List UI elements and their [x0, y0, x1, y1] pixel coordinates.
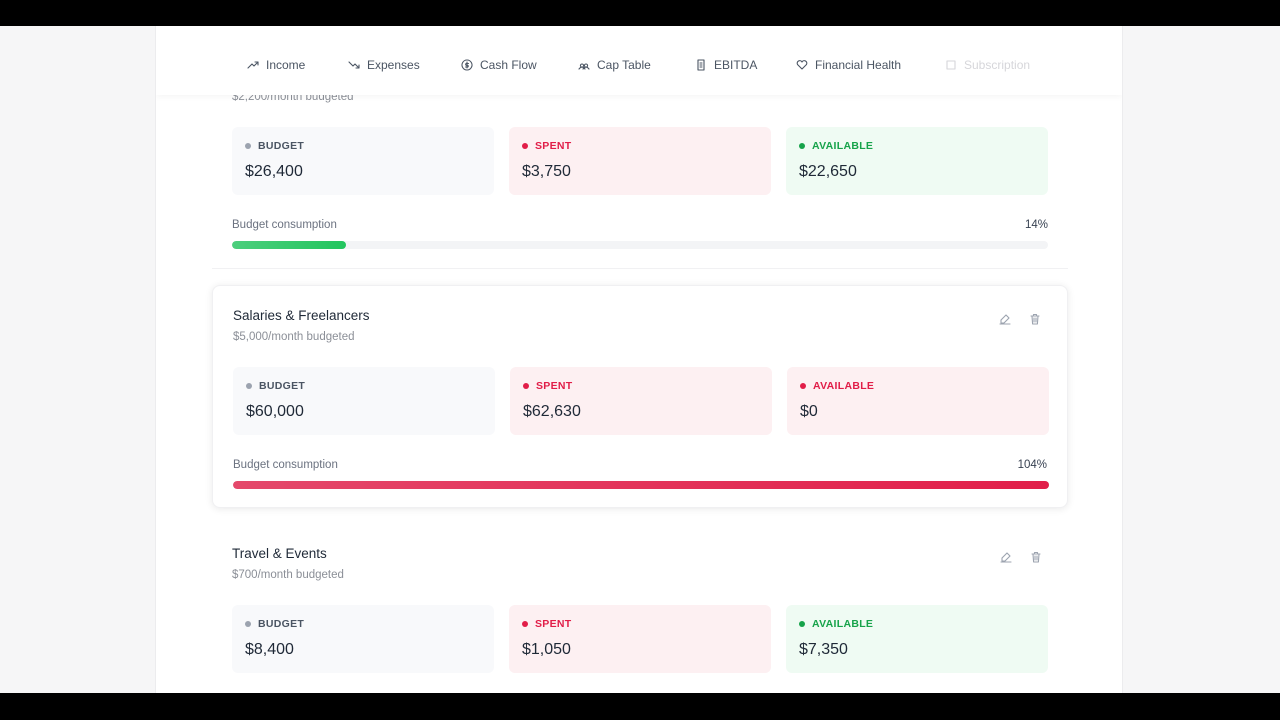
stat-box: BUDGET $26,400 — [232, 127, 494, 195]
consumption-label: Budget consumption — [233, 459, 338, 471]
stat-box: AVAILABLE $7,350 — [786, 605, 1048, 673]
stat-label: AVAILABLE — [800, 380, 874, 392]
tab-icon — [247, 61, 259, 69]
stat-label: SPENT — [522, 140, 572, 152]
stat-value: $22,650 — [799, 163, 857, 180]
status-dot — [246, 383, 252, 389]
stat-box: SPENT $1,050 — [509, 605, 771, 673]
nav-tab[interactable]: EBITDA — [695, 58, 757, 72]
stat-label: SPENT — [522, 618, 572, 630]
stat-label: BUDGET — [245, 618, 304, 630]
stat-label-text: SPENT — [535, 140, 572, 152]
nav-tab[interactable]: Expenses — [348, 58, 420, 72]
edit-button[interactable] — [999, 312, 1011, 330]
status-dot — [522, 143, 528, 149]
tab-icon — [348, 61, 360, 69]
delete-button[interactable] — [1030, 550, 1042, 568]
tab-icon — [578, 63, 590, 70]
stat-label: SPENT — [523, 380, 573, 392]
nav-tab[interactable]: Financial Health — [796, 58, 901, 72]
stat-label: AVAILABLE — [799, 140, 873, 152]
delete-icon — [1031, 551, 1041, 563]
edit-icon — [1000, 552, 1012, 563]
stat-label-text: BUDGET — [259, 380, 306, 392]
progress-fill — [232, 241, 347, 249]
stat-label-text: AVAILABLE — [812, 618, 874, 630]
tab-icon — [796, 60, 808, 70]
stat-label-text: SPENT — [536, 380, 573, 392]
viewport: Income Expenses Cash Flow Cap Table EBITDA Fi… — [0, 26, 1280, 693]
tab-label: Subscription — [964, 58, 1031, 72]
stat-label-text: AVAILABLE — [812, 140, 874, 152]
stat-label-text: SPENT — [535, 618, 572, 630]
stat-label: BUDGET — [246, 380, 305, 392]
card-actions — [1000, 550, 1042, 568]
card-subtitle: $5,000/month budgeted — [233, 331, 355, 343]
progress-track — [233, 481, 1049, 489]
delete-button[interactable] — [1029, 312, 1041, 330]
stat-label-text: AVAILABLE — [813, 380, 875, 392]
tab-label: Cap Table — [597, 58, 651, 72]
stat-value: $3,750 — [522, 163, 571, 180]
progress-track — [232, 241, 1048, 249]
stat-value: $1,050 — [522, 641, 571, 658]
card-title: Travel & Events — [232, 546, 327, 561]
tab-label: Income — [266, 58, 306, 72]
status-dot — [245, 143, 251, 149]
budget-card: Salaries & Freelancers $5,000/month budge… — [212, 285, 1068, 508]
stat-label: BUDGET — [245, 140, 304, 152]
status-dot — [799, 143, 805, 149]
stat-box: SPENT $3,750 — [509, 127, 771, 195]
stat-label-text: BUDGET — [258, 618, 305, 630]
stat-value: $0 — [800, 403, 818, 420]
nav-tab[interactable]: Cap Table — [578, 58, 651, 72]
tab-icon — [697, 59, 705, 71]
card-actions — [999, 312, 1041, 330]
stat-box: AVAILABLE $22,650 — [786, 127, 1048, 195]
tab-label: Cash Flow — [480, 58, 537, 72]
stat-label-text: BUDGET — [258, 140, 305, 152]
card-subtitle: $700/month budgeted — [232, 569, 344, 581]
stat-box: BUDGET $8,400 — [232, 605, 494, 673]
consumption-percent: 14% — [1024, 219, 1048, 231]
tab-icon — [461, 59, 473, 71]
stat-value: $7,350 — [799, 641, 848, 658]
stat-value: $62,630 — [523, 403, 581, 420]
stat-value: $60,000 — [246, 403, 304, 420]
status-dot — [522, 621, 528, 627]
nav-tab[interactable]: Income — [247, 58, 305, 72]
panel: Income Expenses Cash Flow Cap Table EBITDA Fi… — [155, 26, 1123, 693]
stat-value: $8,400 — [245, 641, 294, 658]
status-dot — [799, 621, 805, 627]
tab-label: Financial Health — [815, 58, 902, 72]
status-dot — [800, 383, 806, 389]
edit-icon — [999, 314, 1011, 325]
consumption-percent: 104% — [1017, 459, 1047, 471]
nav-tab[interactable]: Subscription — [945, 58, 1030, 72]
progress-fill — [233, 481, 1049, 489]
delete-icon — [1030, 313, 1040, 325]
tab-icon — [946, 60, 956, 70]
stat-box: BUDGET $60,000 — [233, 367, 495, 435]
stat-value: $26,400 — [245, 163, 303, 180]
stat-box: SPENT $62,630 — [510, 367, 772, 435]
consumption-label: Budget consumption — [232, 219, 337, 231]
budget-card: Travel & Events $700/month budgeted BUDGET… — [212, 524, 1068, 693]
stat-box: AVAILABLE $0 — [787, 367, 1049, 435]
status-dot — [523, 383, 529, 389]
nav-bar: Income Expenses Cash Flow Cap Table EBITDA Fi… — [156, 26, 1122, 95]
tab-label: Expenses — [367, 58, 420, 72]
card-title: Salaries & Freelancers — [233, 308, 370, 323]
stat-label: AVAILABLE — [799, 618, 873, 630]
edit-button[interactable] — [1000, 550, 1012, 568]
status-dot — [245, 621, 251, 627]
tab-label: EBITDA — [714, 58, 758, 72]
nav-tab[interactable]: Cash Flow — [461, 58, 537, 72]
